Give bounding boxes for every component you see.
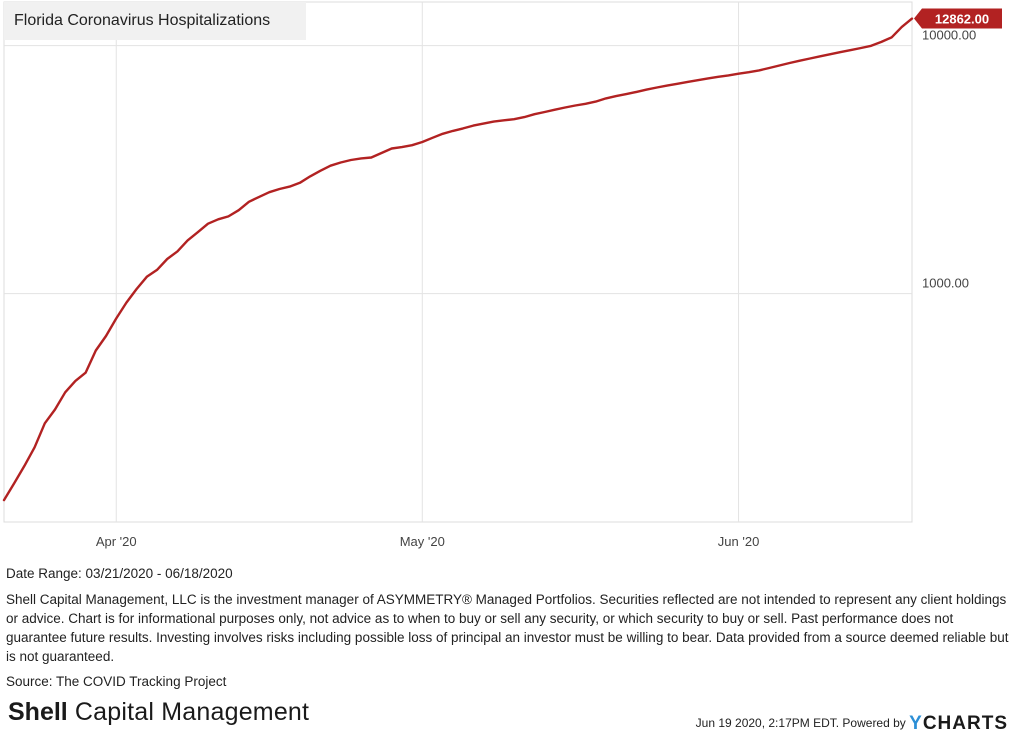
ycharts-logo[interactable]: YCHARTS <box>909 713 1008 734</box>
source-text: Source: The COVID Tracking Project <box>6 674 227 689</box>
timestamp-text: Jun 19 2020, 2:17PM EDT. <box>695 716 840 730</box>
series-line <box>2 17 914 502</box>
x-tick-label: Jun '20 <box>718 534 760 549</box>
shell-capital-logo: Shell Capital Management <box>8 698 309 727</box>
x-tick-label: Apr '20 <box>96 534 137 549</box>
footer-stamp: Jun 19 2020, 2:17PM EDT. Powered by YCHA… <box>696 713 1008 735</box>
powered-by-text: Powered by <box>842 716 906 730</box>
disclaimer-text: Shell Capital Management, LLC is the inv… <box>6 592 1009 664</box>
last-value-badge: 12862.00 <box>914 8 1002 29</box>
y-tick-label: 1000.00 <box>922 276 969 291</box>
chart-title: Florida Coronavirus Hospitalizations <box>4 2 307 40</box>
date-range-text: Date Range: 03/21/2020 - 06/18/2020 <box>6 566 233 581</box>
chart-area: Apr '20 May '20 Jun '20 1000.00 10000.00 1286… <box>2 1 1002 549</box>
ycharts-logo-text: CHARTS <box>922 713 1008 734</box>
last-value-label: 12862.00 <box>935 12 989 27</box>
brand-rest-text: Capital Management <box>67 698 310 726</box>
last-value-badge-bg <box>914 8 1002 29</box>
ycharts-logo-y: Y <box>909 713 923 734</box>
brand-bold-text: Shell <box>8 698 68 726</box>
line-chart: Apr '20 May '20 Jun '20 1000.00 10000.001286… <box>2 1 1002 549</box>
plot-frame <box>3 1 913 523</box>
x-tick-label: May '20 <box>400 534 445 549</box>
y-tick-label: 10000.00 <box>922 28 976 43</box>
